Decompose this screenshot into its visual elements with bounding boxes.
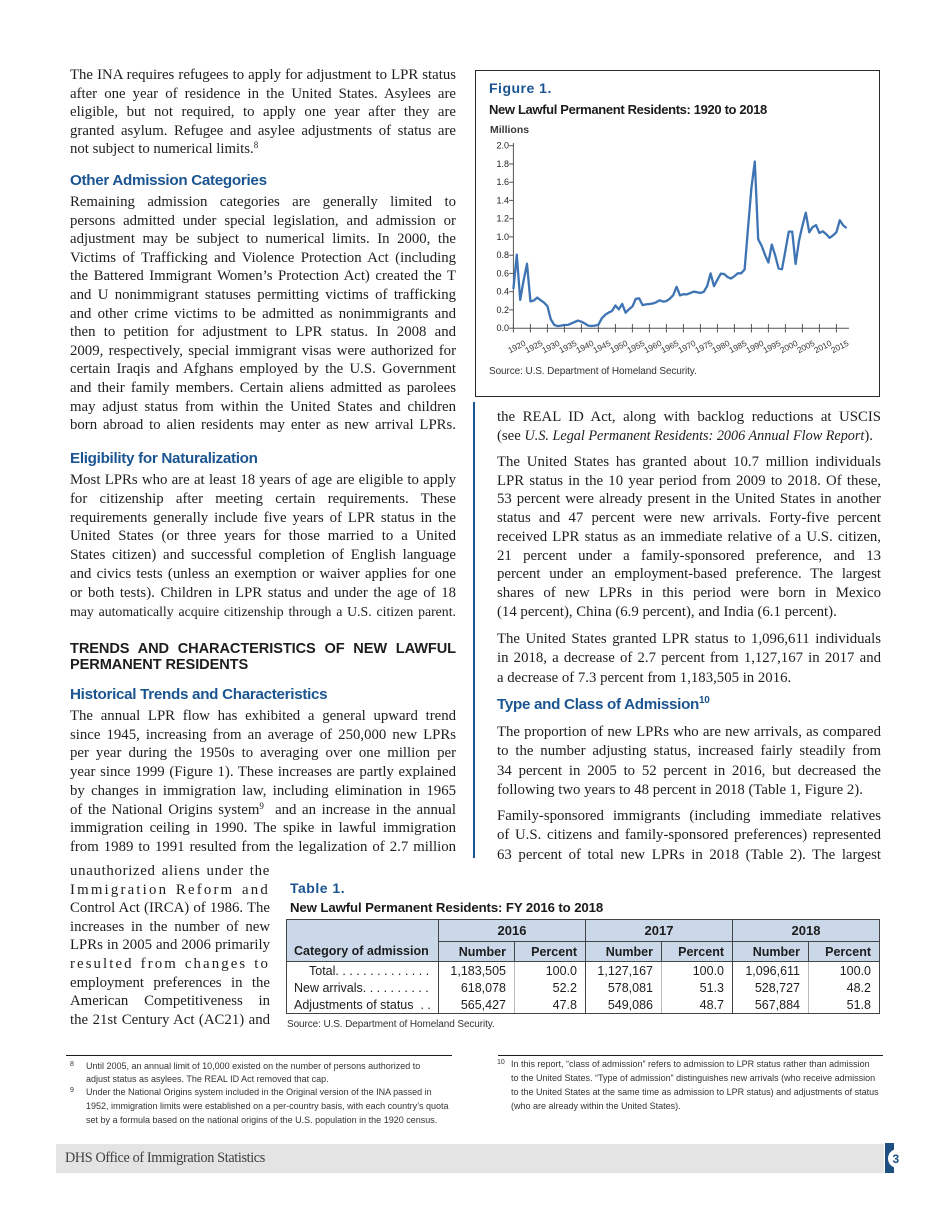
svg-text:0.6: 0.6 [496,268,509,278]
svg-text:1.8: 1.8 [496,159,509,169]
svg-text:0.4: 0.4 [496,287,509,297]
svg-text:1.4: 1.4 [496,195,509,205]
svg-text:1.2: 1.2 [496,214,509,224]
svg-text:0.2: 0.2 [496,305,509,315]
svg-text:1.6: 1.6 [496,177,509,187]
svg-text:1.0: 1.0 [496,232,509,242]
svg-text:0.8: 0.8 [496,250,509,260]
svg-text:2015: 2015 [829,338,850,355]
svg-text:2.0: 2.0 [496,141,509,151]
svg-text:0.0: 0.0 [496,323,509,333]
